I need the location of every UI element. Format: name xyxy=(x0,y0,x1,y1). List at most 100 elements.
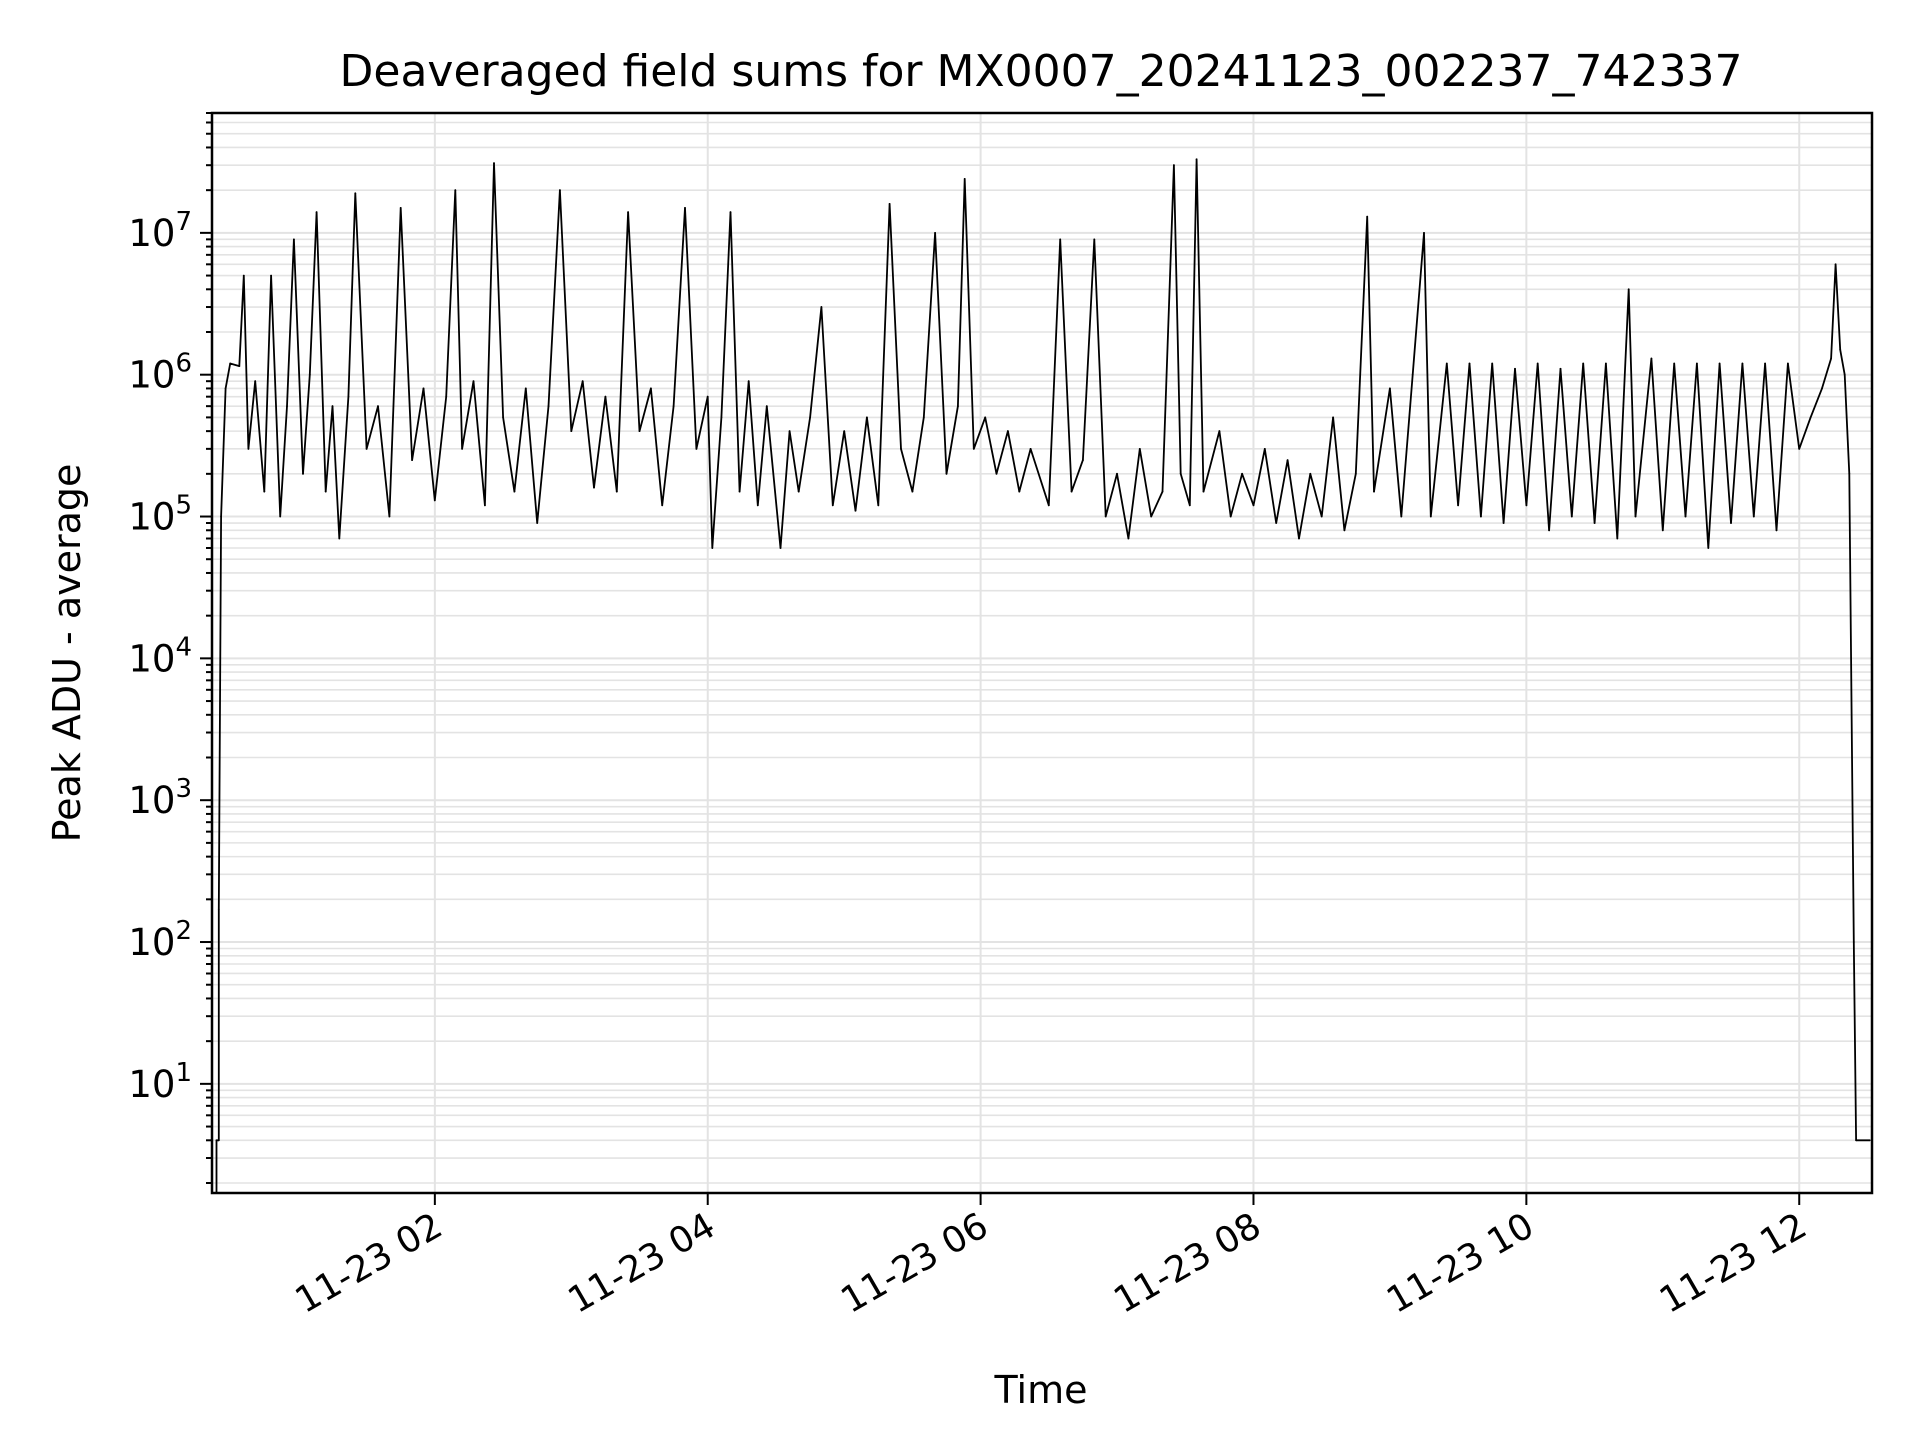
data-point xyxy=(820,306,823,308)
data-point xyxy=(1320,515,1323,518)
data-point xyxy=(547,405,550,408)
data-point xyxy=(1457,504,1459,507)
data-point xyxy=(254,380,257,383)
data-point xyxy=(1741,362,1744,365)
data-point xyxy=(536,522,539,524)
data-point xyxy=(454,189,457,192)
data-point xyxy=(1161,490,1164,493)
data-point xyxy=(831,504,834,507)
data-point xyxy=(1559,367,1562,370)
data-point xyxy=(338,537,341,540)
data-point xyxy=(1855,1139,1857,1142)
data-point xyxy=(1834,263,1837,266)
data-point xyxy=(1707,547,1710,549)
data-point xyxy=(324,490,327,493)
data-point xyxy=(1332,416,1334,419)
data-point xyxy=(229,362,232,365)
data-point xyxy=(1179,472,1182,475)
data-point xyxy=(593,486,595,489)
data-point xyxy=(1593,522,1596,524)
data-point xyxy=(747,380,750,383)
data-point xyxy=(1229,515,1232,518)
data-point xyxy=(238,365,241,367)
data-point xyxy=(1821,387,1823,390)
data-point xyxy=(765,405,768,408)
chart-title: Deaveraged field sums for MX0007_2024112… xyxy=(340,46,1743,97)
data-point xyxy=(1218,430,1221,432)
data-point xyxy=(1275,522,1278,524)
data-point xyxy=(1202,490,1205,493)
data-point xyxy=(1830,357,1832,360)
data-point xyxy=(1029,448,1032,450)
data-point xyxy=(1764,362,1766,365)
data-point xyxy=(217,908,220,911)
data-point xyxy=(242,274,245,277)
data-point xyxy=(1389,387,1391,390)
grid-lines xyxy=(212,112,1872,1193)
y-axis-ticks: 101 102 103 104 105 106 107 xyxy=(128,112,212,1184)
data-point xyxy=(957,405,959,408)
data-point xyxy=(215,1139,218,1142)
data-point xyxy=(729,211,732,214)
data-point xyxy=(1263,448,1266,450)
data-point xyxy=(502,416,504,419)
data-point xyxy=(706,395,709,398)
data-point xyxy=(1673,362,1676,365)
y-tick-label: 107 xyxy=(128,207,192,255)
y-tick-label: 102 xyxy=(128,916,192,964)
data-point xyxy=(720,416,723,419)
data-point xyxy=(1150,515,1153,518)
data-point xyxy=(570,430,573,432)
data-point xyxy=(247,448,250,450)
data-point xyxy=(900,448,902,450)
x-axis-label: Time xyxy=(994,1368,1088,1412)
data-point xyxy=(461,448,463,450)
data-point xyxy=(308,373,311,376)
data-point xyxy=(445,395,448,398)
y-tick-label: 103 xyxy=(128,774,192,822)
data-point xyxy=(1173,164,1175,167)
data-point xyxy=(224,387,227,390)
data-point xyxy=(650,387,652,390)
data-point xyxy=(1491,362,1494,365)
plot-area-frame xyxy=(210,111,1874,1195)
data-point xyxy=(411,459,413,461)
data-point xyxy=(638,430,641,432)
data-point xyxy=(331,405,334,408)
data-point xyxy=(1839,348,1842,351)
data-point xyxy=(695,448,698,450)
data-point xyxy=(1047,504,1050,507)
data-point xyxy=(738,490,741,493)
data-point xyxy=(1188,504,1191,507)
data-point xyxy=(1775,529,1778,532)
data-point xyxy=(1514,367,1516,370)
data-point xyxy=(1480,515,1482,518)
data-point xyxy=(1605,362,1607,365)
data-point xyxy=(433,499,436,502)
data-point xyxy=(756,504,759,507)
data-point xyxy=(854,509,857,512)
data-point xyxy=(1868,1139,1871,1142)
y-tick-label: 104 xyxy=(128,632,192,680)
data-point xyxy=(866,416,868,419)
data-point xyxy=(1007,430,1009,432)
data-point xyxy=(1718,362,1721,365)
data-point xyxy=(711,547,714,549)
data-point xyxy=(627,211,629,214)
data-point xyxy=(809,416,811,419)
y-axis-label: Peak ADU - average xyxy=(45,464,89,843)
data-point xyxy=(293,238,295,241)
data-point xyxy=(843,430,846,432)
data-point xyxy=(922,416,925,419)
data-point xyxy=(524,387,527,390)
data-point xyxy=(1070,490,1073,493)
data-point xyxy=(388,515,391,518)
data-point xyxy=(1082,459,1084,461)
data-point xyxy=(399,207,402,209)
data-point xyxy=(365,448,368,450)
data-point xyxy=(877,504,880,507)
data-point xyxy=(1195,158,1198,161)
data-point xyxy=(559,189,561,192)
data-point xyxy=(581,380,584,383)
data-point xyxy=(1730,522,1732,524)
